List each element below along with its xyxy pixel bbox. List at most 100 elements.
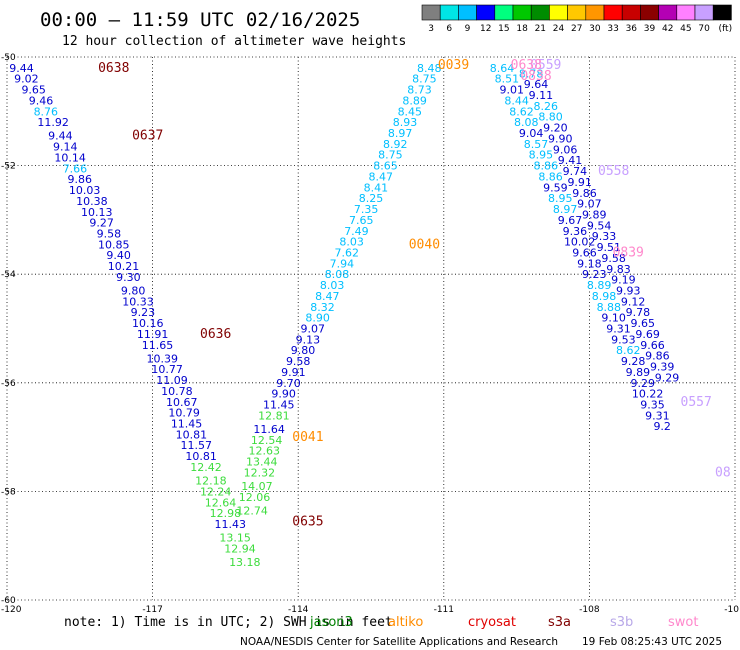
wave-height-labels: 9.449.029.659.468.7611.929.449.1410.147.… [9, 62, 679, 569]
colorbar-tick: 39 [644, 24, 656, 34]
wave-height-value: 7.49 [344, 225, 369, 238]
wave-height-value: 9.69 [635, 328, 660, 341]
wave-height-value: 10.13 [81, 206, 113, 219]
wave-height-value: 9.07 [577, 198, 602, 211]
pass-time-label: 0559 [530, 58, 561, 73]
wave-height-value: 14.07 [241, 480, 273, 493]
wave-height-value: 8.89 [587, 279, 612, 292]
wave-height-value: 8.32 [310, 301, 335, 314]
wave-height-value: 8.41 [364, 181, 389, 194]
wave-height-value: 12.06 [239, 491, 271, 504]
wave-height-value: 8.75 [378, 149, 403, 162]
colorbar-tick: 24 [553, 24, 565, 34]
colorbar-swatch [621, 4, 641, 21]
wave-height-value: 12.32 [244, 466, 276, 479]
credit-text: NOAA/NESDIS Center for Satellite Applica… [240, 636, 558, 648]
wave-height-value: 11.09 [156, 374, 188, 387]
wave-height-value: 10.39 [147, 352, 179, 365]
wave-height-value: 11.65 [142, 339, 174, 352]
wave-height-value: 9.35 [640, 399, 665, 412]
pass-time-label: 0041 [292, 430, 323, 445]
wave-height-value: 9.19 [611, 274, 636, 287]
colorbar-swatch [512, 4, 532, 21]
wave-height-value: 8.90 [305, 312, 330, 325]
wave-height-value: 9.66 [640, 339, 665, 352]
satellite-legend: jason3 altiko cryosat s3a s3b swot [309, 615, 698, 630]
colorbar-tick: 45 [680, 24, 691, 34]
wave-height-value: 8.86 [538, 170, 563, 183]
colorbar-tick: 18 [516, 24, 528, 34]
wave-height-value: 8.45 [398, 105, 423, 118]
wave-height-value: 12.24 [200, 485, 232, 498]
wave-height-value: 9.65 [21, 84, 46, 97]
wave-height-value: 11.57 [181, 439, 213, 452]
generated-timestamp: 19 Feb 08:25:43 UTC 2025 [582, 636, 722, 648]
colorbar-swatch [476, 4, 496, 21]
x-tick-label: -10 [724, 605, 739, 615]
wave-height-value: 10.81 [176, 428, 208, 441]
wave-height-value: 7.94 [330, 257, 355, 270]
wave-height-value: 9.86 [645, 350, 670, 363]
colorbar-swatch [439, 4, 459, 21]
wave-height-value: 9.86 [572, 187, 597, 200]
wave-height-value: 8.62 [616, 344, 641, 357]
colorbar-tick: 42 [662, 24, 673, 34]
wave-height-value: 9.59 [543, 181, 568, 194]
wave-height-value: 8.62 [509, 105, 534, 118]
wave-height-value: 9.27 [89, 217, 114, 230]
wave-height-value: 8.75 [412, 73, 437, 86]
pass-time-label: 0838 [520, 69, 551, 84]
legend-s3a: s3a [548, 615, 571, 630]
colorbar-swatch [694, 4, 714, 21]
wave-height-value: 12.98 [210, 507, 242, 520]
wave-height-value: 10.22 [632, 388, 664, 401]
wave-height-value: 9.54 [587, 219, 612, 232]
wave-height-value: 11.45 [263, 399, 295, 412]
wave-height-value: 9.20 [543, 122, 568, 135]
pass-time-label: 0638 [511, 58, 542, 73]
colorbar-tick: 3 [428, 24, 434, 34]
colorbar-swatch [549, 4, 568, 21]
wave-height-value: 8.93 [393, 116, 418, 129]
wave-height-value: 9.12 [621, 295, 646, 308]
colorbar-tick: 30 [589, 24, 601, 34]
pass-time-label: 0040 [409, 237, 440, 252]
wave-height-value: 9.28 [621, 355, 646, 368]
wave-height-value: 7.62 [334, 246, 359, 259]
wave-height-value: 12.94 [224, 542, 256, 555]
pass-time-labels: 0638 0637 0636 0635 0041 0040 0039 0559 0558 0557… [98, 58, 731, 529]
wave-height-value: 8.97 [553, 203, 578, 216]
wave-height-value: 9.70 [276, 377, 301, 390]
wave-height-value: 9.46 [29, 94, 54, 107]
wave-height-value: 10.02 [564, 236, 596, 249]
wave-height-value: 8.92 [383, 138, 408, 151]
wave-height-value: 8.73 [407, 84, 432, 97]
wave-height-value: 12.63 [248, 445, 280, 458]
wave-height-value: 10.03 [69, 184, 101, 197]
legend-altiko: altiko [388, 615, 423, 630]
wave-height-value: 8.95 [548, 192, 573, 205]
wave-height-value: 9.66 [572, 246, 597, 259]
wave-height-value: 10.79 [168, 407, 200, 420]
wave-height-value: 9.65 [631, 317, 656, 330]
wave-height-value: 8.26 [533, 100, 558, 113]
pass-time-label: 0638 [98, 61, 129, 76]
legend-s3b: s3b [610, 615, 633, 630]
wave-height-value: 9.80 [291, 344, 316, 357]
colorbar-swatch [658, 4, 678, 21]
colorbar-swatch [676, 4, 696, 21]
wave-height-value: 9.44 [48, 130, 73, 143]
wave-height-value: 9.90 [548, 132, 573, 145]
colorbar-swatch [567, 4, 587, 21]
wave-height-value: 12.54 [251, 434, 283, 447]
wave-height-value: 8.89 [402, 94, 427, 107]
pass-time-label: 0635 [292, 514, 323, 529]
wave-height-value: 8.44 [504, 94, 529, 107]
wave-height-value: 8.25 [359, 192, 384, 205]
y-tick-label: -58 [1, 487, 16, 497]
wave-height-value: 9.93 [616, 284, 641, 297]
wave-height-value: 9.2 [653, 420, 671, 433]
y-tick-label: -60 [1, 596, 16, 606]
wave-height-value: 13.15 [219, 532, 251, 545]
legend-cryosat: cryosat [468, 615, 516, 630]
